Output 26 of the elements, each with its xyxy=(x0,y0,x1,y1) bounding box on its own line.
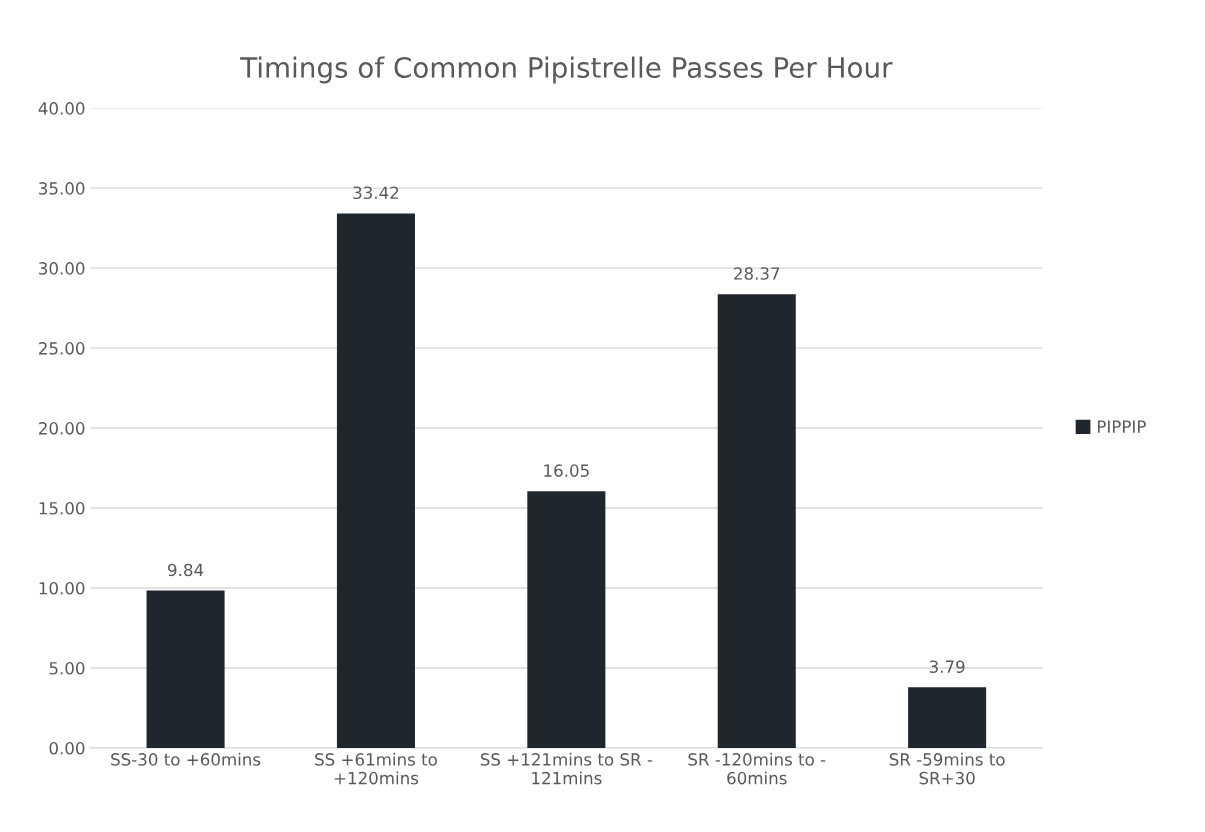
data-label: 9.84 xyxy=(168,563,204,577)
y-tick-label: 20.00 xyxy=(39,422,85,435)
y-tick-label: 5.00 xyxy=(49,661,85,675)
x-tick-label: SS-30 to +60mins xyxy=(111,752,261,766)
data-label: 3.79 xyxy=(929,660,965,674)
y-tick-label: 30.00 xyxy=(39,262,85,275)
bar xyxy=(717,294,796,748)
x-tick-label: SR -120mins to - 60mins xyxy=(688,752,826,785)
chart-title: Timings of Common Pipistrelle Passes Per Hour xyxy=(240,56,893,84)
bar xyxy=(146,590,225,748)
x-tick-label: SS +121mins to SR - 121mins xyxy=(480,752,653,785)
y-tick-label: 40.00 xyxy=(38,102,85,115)
data-label: 16.05 xyxy=(544,464,589,477)
y-tick-label: 15.00 xyxy=(39,502,85,515)
y-tick-label: 35.00 xyxy=(39,182,85,195)
legend-label: PIPPIP xyxy=(1098,420,1146,433)
x-tick-label: SR -59mins to SR+30 xyxy=(889,752,1005,785)
y-tick-label: 0.00 xyxy=(49,741,85,755)
y-tick-label: 10.00 xyxy=(39,581,85,595)
bar xyxy=(336,213,415,748)
y-tick-label: 25.00 xyxy=(39,342,85,355)
data-label: 33.42 xyxy=(353,186,399,200)
bar xyxy=(527,491,606,748)
x-tick-label: SS +61mins to +120mins xyxy=(315,752,437,785)
bar xyxy=(908,687,987,748)
data-label: 28.37 xyxy=(734,267,780,280)
